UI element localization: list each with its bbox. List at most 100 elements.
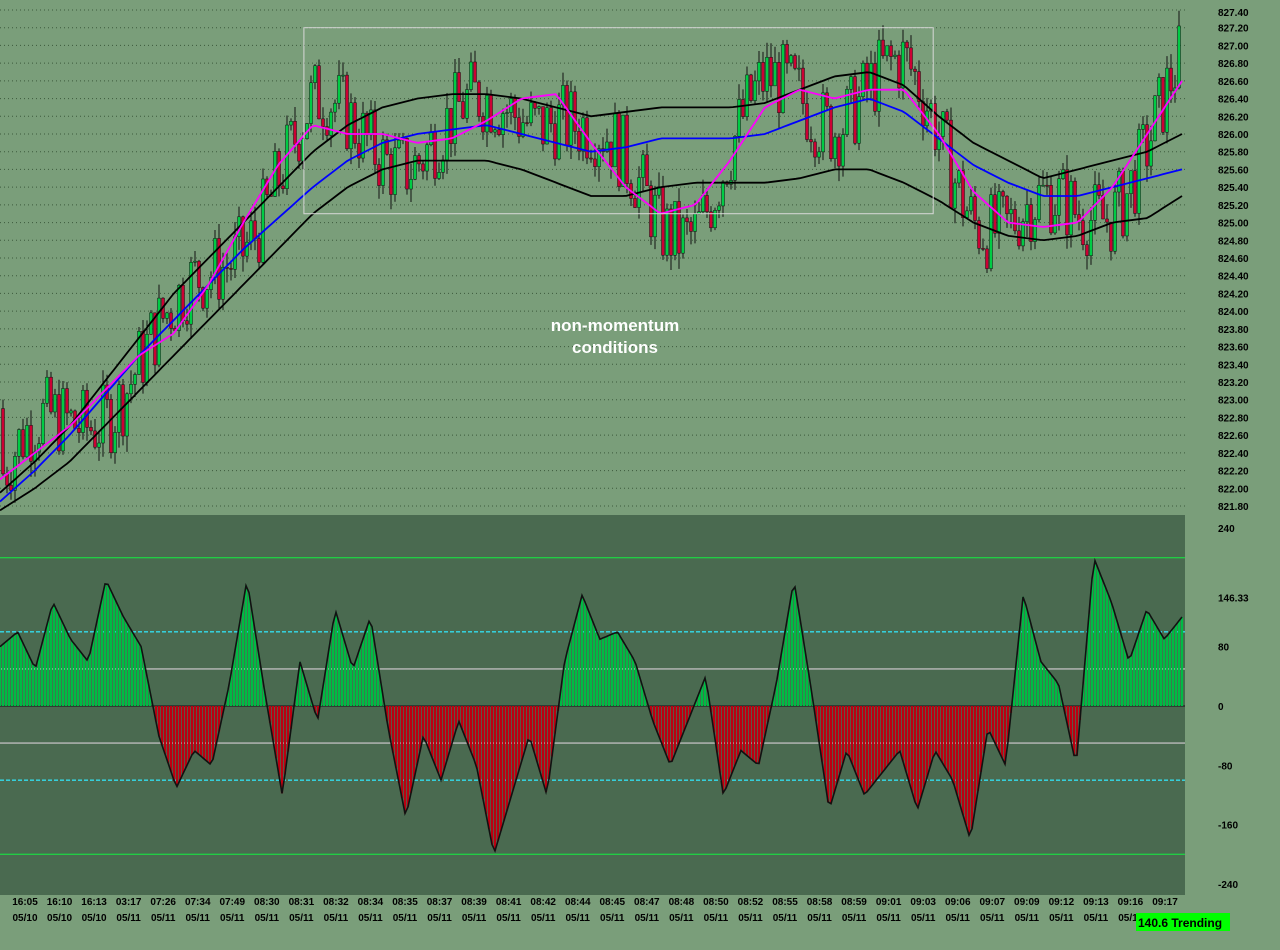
candle-body (977, 220, 981, 249)
candle-body (65, 388, 69, 414)
candle-body (1149, 140, 1153, 167)
candle-body (97, 442, 101, 448)
oscillator-line (0, 557, 1183, 854)
date-tick-label: 05/11 (773, 913, 798, 924)
price-tick-label: 822.80 (1218, 413, 1249, 424)
candle-body (681, 217, 685, 254)
candle-body (645, 154, 649, 186)
price-tick-label: 824.80 (1218, 236, 1249, 247)
date-tick-label: 05/11 (980, 913, 1005, 924)
candle-body (353, 102, 357, 144)
candle-body (341, 74, 345, 77)
candle-body (329, 111, 333, 136)
time-tick-label: 08:37 (427, 897, 453, 908)
date-tick-label: 05/11 (462, 913, 487, 924)
candle-body (773, 62, 777, 87)
time-tick-label: 08:45 (599, 897, 625, 908)
candle-body (797, 67, 801, 70)
series-line-2 (0, 98, 1183, 503)
time-tick-label: 08:34 (358, 897, 384, 908)
time-tick-label: 09:17 (1152, 897, 1178, 908)
candle-body (501, 113, 505, 135)
price-tick-label: 825.40 (1218, 183, 1249, 194)
candle-body (1085, 244, 1089, 256)
date-tick-label: 05/11 (1084, 913, 1109, 924)
time-tick-label: 08:31 (289, 897, 315, 908)
candle-body (1105, 218, 1109, 223)
time-tick-label: 08:41 (496, 897, 522, 908)
price-tick-label: 824.60 (1218, 254, 1249, 265)
candle-body (657, 186, 661, 196)
candle-body (989, 194, 993, 269)
candle-body (317, 65, 321, 120)
candle-body (1041, 184, 1045, 187)
date-tick-label: 05/11 (842, 913, 867, 924)
candle-body (421, 163, 425, 172)
candle-body (1053, 215, 1057, 234)
candle-body (693, 213, 697, 232)
candle-body (113, 432, 117, 454)
candle-body (361, 112, 365, 159)
candle-body (993, 194, 997, 234)
candle-body (181, 284, 185, 322)
candle-body (721, 181, 725, 207)
time-tick-label: 16:10 (47, 897, 73, 908)
candle-body (453, 72, 457, 144)
oscillator-tick-label: 0 (1218, 702, 1224, 713)
date-tick-label: 05/11 (876, 913, 901, 924)
candle-body (713, 210, 717, 229)
candle-body (873, 63, 877, 112)
candle-body (297, 144, 301, 162)
price-tick-label: 823.00 (1218, 396, 1249, 407)
candle-body (1089, 220, 1093, 256)
candle-body (477, 81, 481, 117)
time-tick-label: 08:58 (807, 897, 833, 908)
candle-body (741, 99, 745, 117)
candle-body (1029, 204, 1033, 242)
candle-body (689, 221, 693, 232)
candle-body (473, 61, 477, 83)
candle-body (789, 55, 793, 64)
moving-average-bands (0, 71, 1183, 512)
candle-body (145, 333, 149, 383)
candle-body (61, 388, 65, 452)
candle-body (1069, 180, 1073, 236)
candle-body (913, 68, 917, 72)
candle-body (953, 182, 957, 209)
date-tick-label: 05/10 (82, 913, 107, 924)
candle-body (865, 62, 869, 90)
candle-body (849, 76, 853, 90)
price-tick-label: 824.40 (1218, 272, 1249, 283)
candle-body (633, 198, 637, 208)
time-tick-label: 08:35 (392, 897, 418, 908)
last-price-label: 827.40 (1218, 8, 1249, 19)
price-tick-label: 825.20 (1218, 201, 1249, 212)
time-axis: 16:05 05/10 16:10 05/10 16:13 05/10 03:17 05/11… (12, 897, 1178, 924)
candle-body (425, 144, 429, 172)
time-tick-label: 07:49 (219, 897, 245, 908)
candle-body (373, 109, 377, 165)
candle-body (965, 210, 969, 218)
candle-body (649, 185, 653, 238)
candle-body (969, 196, 973, 212)
candle-body (805, 103, 809, 140)
candle-body (909, 47, 913, 70)
price-tick-label: 827.00 (1218, 41, 1249, 52)
date-tick-label: 05/11 (427, 913, 452, 924)
candle-body (45, 376, 49, 404)
candle-body (1037, 185, 1041, 220)
candle-body (53, 394, 57, 413)
date-tick-label: 05/10 (47, 913, 72, 924)
candle-body (429, 131, 433, 146)
candle-body (241, 216, 245, 257)
candle-body (469, 61, 473, 90)
candle-body (1073, 180, 1077, 215)
candle-body (1177, 25, 1181, 89)
candle-body (493, 129, 497, 133)
candle-body (769, 56, 773, 87)
candle-body (505, 112, 509, 114)
oscillator-tick-label: -80 (1218, 761, 1233, 772)
candle-body (945, 111, 949, 121)
candle-body (17, 429, 21, 457)
